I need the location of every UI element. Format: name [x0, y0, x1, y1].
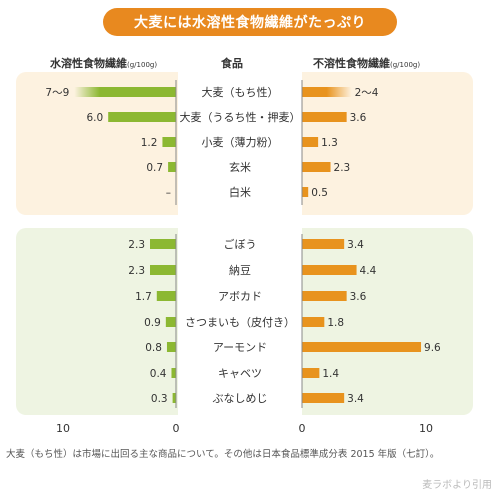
- soluble-value-label: 2.3: [128, 239, 145, 251]
- soluble-value-label: 1.2: [141, 137, 158, 149]
- insoluble-bar: [302, 239, 345, 249]
- soluble-value-label: –: [166, 187, 171, 199]
- insoluble-bar: [302, 87, 352, 97]
- soluble-bar: [108, 112, 176, 122]
- insoluble-bar: [302, 291, 347, 301]
- insoluble-value-label: 3.4: [347, 393, 364, 405]
- source-credit: 麦ラボより引用: [422, 480, 492, 491]
- food-label: ごぼう: [224, 237, 257, 251]
- insoluble-value-label: 3.6: [350, 291, 367, 303]
- insoluble-value-label: 1.3: [321, 137, 338, 149]
- insoluble-bar: [302, 393, 345, 403]
- axis-tick-label: 0: [173, 422, 180, 435]
- insoluble-bar: [302, 317, 325, 327]
- food-label: 白米: [229, 185, 251, 199]
- insoluble-bar: [302, 265, 357, 275]
- insoluble-bar: [302, 342, 422, 352]
- soluble-bar: [165, 317, 176, 327]
- insoluble-value-label: 1.8: [327, 317, 344, 329]
- insoluble-value-label: 1.4: [322, 368, 339, 380]
- soluble-value-label: 1.7: [135, 291, 152, 303]
- soluble-bar: [150, 239, 176, 249]
- soluble-bar: [74, 87, 176, 97]
- soluble-bar: [171, 368, 176, 378]
- food-label: 大麦（もち性）: [202, 85, 279, 99]
- soluble-value-label: 0.9: [144, 317, 161, 329]
- food-label: 小麦（薄力粉）: [202, 135, 279, 149]
- soluble-value-label: 2.3: [128, 265, 145, 277]
- vegetables-food-column: [178, 228, 302, 415]
- food-label: 納豆: [229, 264, 251, 277]
- soluble-bar: [166, 342, 176, 352]
- soluble-value-label: 0.3: [151, 393, 168, 405]
- soluble-bar: [162, 137, 176, 147]
- insoluble-bar: [302, 187, 309, 197]
- left-series-header: 水溶性食物繊維(g/100g): [50, 55, 157, 71]
- insoluble-bar: [302, 137, 319, 147]
- soluble-bar: [150, 265, 176, 275]
- right-series-unit: (g/100g): [390, 61, 421, 69]
- left-series-unit: (g/100g): [127, 61, 158, 69]
- food-label: アーモンド: [213, 341, 267, 354]
- grains-food-column: [178, 72, 302, 215]
- food-label: 玄米: [229, 160, 251, 174]
- soluble-value-label: 0.4: [150, 368, 167, 380]
- soluble-bar: [156, 291, 176, 301]
- insoluble-value-label: 9.6: [424, 342, 441, 354]
- soluble-value-label: 6.0: [86, 112, 103, 124]
- soluble-value-label: 7〜9: [45, 87, 69, 99]
- soluble-bar: [172, 393, 176, 403]
- insoluble-value-label: 3.6: [350, 112, 367, 124]
- left-series-name: 水溶性食物繊維: [50, 57, 127, 70]
- axis-tick-label: 10: [56, 422, 70, 435]
- insoluble-value-label: 0.5: [311, 187, 328, 199]
- food-label: さつまいも（皮付き）: [185, 316, 295, 329]
- insoluble-bar: [302, 368, 320, 378]
- axis-tick-label: 10: [419, 422, 433, 435]
- soluble-value-label: 0.8: [145, 342, 162, 354]
- soluble-value-label: 0.7: [146, 162, 163, 174]
- chart-title: 大麦には水溶性食物繊維がたっぷり: [103, 8, 397, 36]
- food-label: キャベツ: [218, 367, 262, 380]
- right-series-header: 不溶性食物繊維(g/100g): [313, 55, 420, 71]
- food-label: アボカド: [218, 290, 262, 303]
- right-series-name: 不溶性食物繊維: [313, 57, 390, 70]
- soluble-bar: [168, 162, 176, 172]
- insoluble-value-label: 3.4: [347, 239, 364, 251]
- food-label: 大麦（うるち性・押麦）: [180, 110, 301, 124]
- insoluble-value-label: 2.3: [334, 162, 351, 174]
- insoluble-bar: [302, 112, 347, 122]
- food-label: ぶなしめじ: [213, 392, 268, 405]
- insoluble-bar: [302, 162, 331, 172]
- footnote: 大麦（もち性）は市場に出回る主な商品について。その他は日本食品標準成分表 201…: [6, 449, 440, 460]
- axis-tick-label: 0: [299, 422, 306, 435]
- insoluble-value-label: 4.4: [360, 265, 377, 277]
- insoluble-value-label: 2〜4: [355, 87, 379, 99]
- center-header: 食品: [221, 57, 243, 70]
